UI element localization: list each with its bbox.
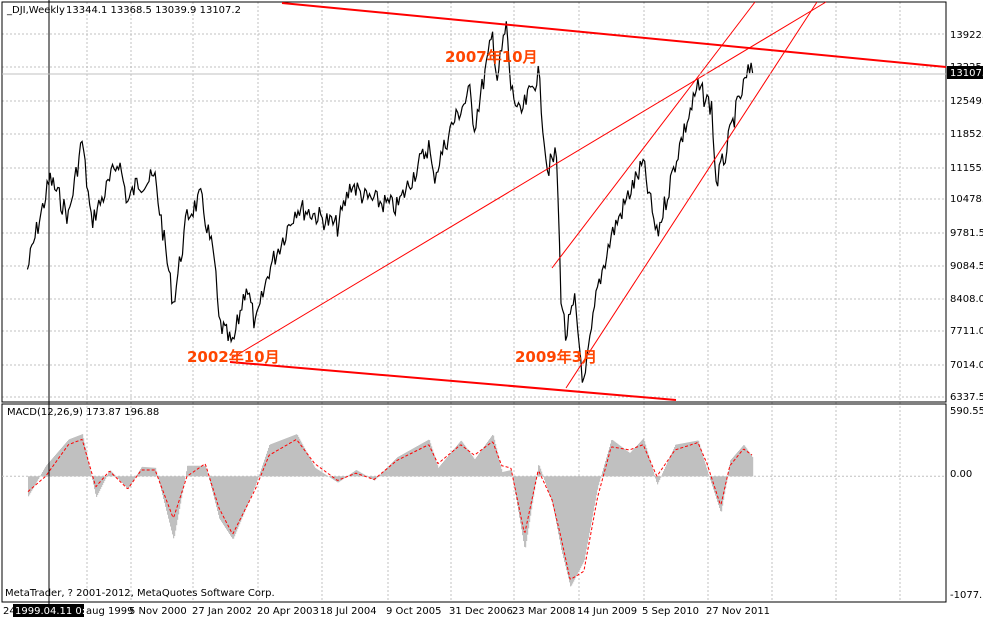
time-tick: 27 Nov 2011 bbox=[706, 606, 770, 617]
time-tick: 23 Mar 2008 bbox=[512, 606, 575, 617]
macd-bar bbox=[207, 472, 208, 476]
price-tick: 8408.0 bbox=[950, 294, 983, 305]
price-tick: 12549.0 bbox=[950, 96, 983, 107]
price-tick: 9781.5 bbox=[950, 228, 983, 239]
macd-label: MACD(12,26,9) 173.87 196.88 bbox=[7, 407, 159, 418]
time-tick: 5 Nov 2000 bbox=[129, 606, 187, 617]
price-tick: 7014.0 bbox=[950, 360, 983, 371]
macd-tick: 590.55 bbox=[950, 406, 983, 417]
price-tick: 10478.5 bbox=[950, 194, 983, 205]
time-tick: 9 Oct 2005 bbox=[386, 606, 441, 617]
price-tick: 9084.5 bbox=[950, 261, 983, 272]
price-tick: 13922.5 bbox=[950, 30, 983, 41]
price-tick: 11852.0 bbox=[950, 129, 983, 140]
annotation-2009-low: 2009年3月 bbox=[515, 348, 597, 366]
macd-tick: 0.00 bbox=[950, 469, 972, 480]
time-tick: 14 Jun 2009 bbox=[577, 606, 637, 617]
price-tick: 11155.0 bbox=[950, 163, 983, 174]
time-tick: aug 1999 bbox=[86, 606, 133, 617]
ohlc-values: 13344.1 13368.5 13039.9 13107.2 bbox=[66, 5, 241, 16]
macd-bar bbox=[752, 457, 753, 476]
time-tick: 18 Jul 2004 bbox=[320, 606, 377, 617]
copyright-footer: MetaTrader, ? 2001-2012, MetaQuotes Soft… bbox=[5, 588, 275, 599]
macd-bar bbox=[660, 476, 661, 477]
price-tick: 6337.5 bbox=[950, 392, 983, 403]
macd-tick: -1077.66 bbox=[950, 590, 983, 601]
price-tick: 7711.0 bbox=[950, 326, 983, 337]
macd-bar bbox=[600, 476, 601, 478]
annotation-2007-peak: 2007年10月 bbox=[445, 48, 538, 66]
time-tick: 31 Dec 2006 bbox=[449, 606, 513, 617]
symbol-label: _DJI,Weekly bbox=[6, 5, 65, 16]
current-price-label: 13107.2 bbox=[950, 68, 983, 79]
annotation-2002-low: 2002年10月 bbox=[187, 348, 280, 366]
time-axis: 24 1999.04.11 0:00 aug 1999 5 Nov 2000 2… bbox=[3, 604, 770, 617]
macd-bar bbox=[708, 474, 709, 476]
time-tick: 20 Apr 2003 bbox=[257, 606, 319, 617]
time-tick: 5 Sep 2010 bbox=[642, 606, 699, 617]
time-tick: 27 Jan 2002 bbox=[192, 606, 252, 617]
